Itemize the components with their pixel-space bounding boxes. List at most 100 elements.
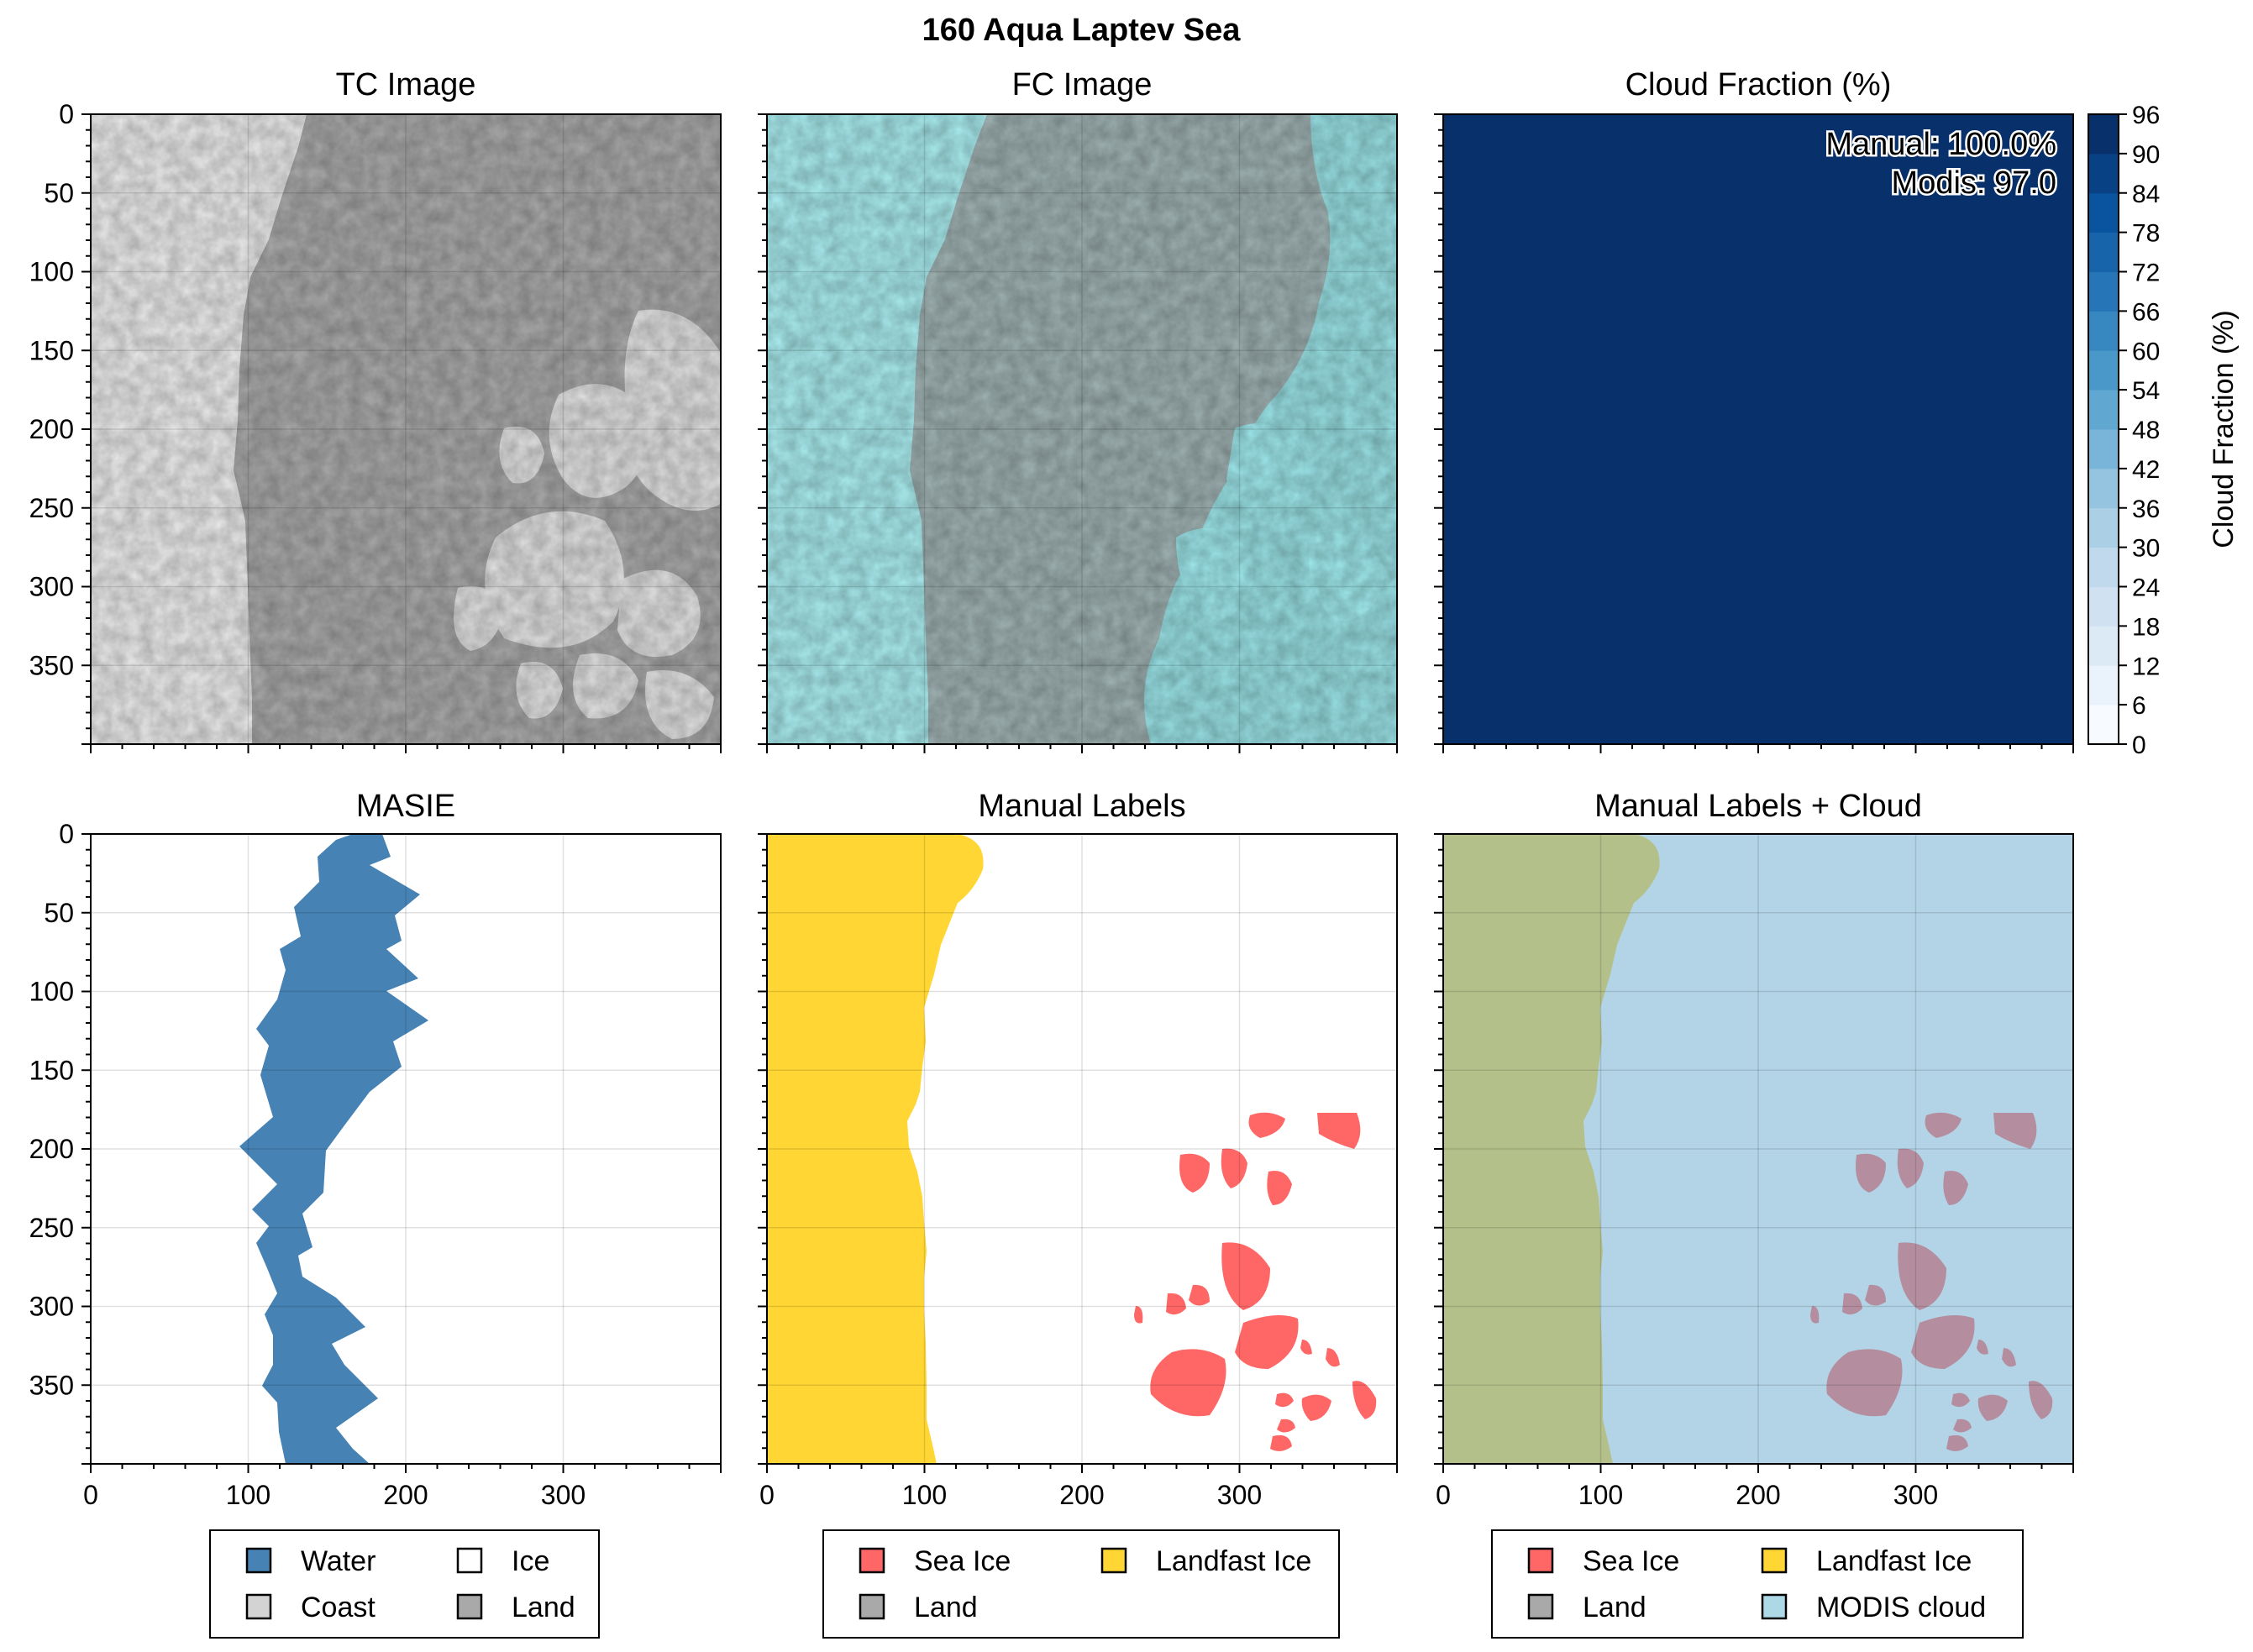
tc-image-panel xyxy=(91,114,721,744)
legend-label: Landfast Ice xyxy=(1816,1545,1972,1577)
y-tick-label: 200 xyxy=(29,414,74,444)
legend-swatch xyxy=(456,1547,483,1574)
colorbar-tick-label: 54 xyxy=(2132,377,2160,405)
colorbar-tick-label: 78 xyxy=(2132,220,2160,248)
colorbar-segment xyxy=(2088,114,2119,155)
y-tick-label: 150 xyxy=(29,1055,74,1085)
cloud-fraction-title: Cloud Fraction (%) xyxy=(1625,67,1892,102)
cloud-annotation-modis: Modis: 97.0 xyxy=(1892,165,2056,201)
fc-axes xyxy=(758,113,1398,753)
colorbar-tick-label: 12 xyxy=(2132,653,2160,680)
colorbar-tick-label: 0 xyxy=(2132,732,2146,759)
x-tick-label: 0 xyxy=(1436,1480,1451,1510)
legend-frame xyxy=(822,1529,1340,1639)
y-tick-label: 250 xyxy=(29,1213,74,1243)
legend-label: MODIS cloud xyxy=(1816,1592,1986,1623)
legend-swatch xyxy=(1761,1593,1788,1620)
legend-swatch xyxy=(1761,1547,1788,1574)
legend-label: Sea Ice xyxy=(914,1545,1011,1577)
y-tick-label: 0 xyxy=(59,99,74,129)
manual-axes: 0 100 200 300 xyxy=(758,833,1398,1510)
x-tick-label: 200 xyxy=(1736,1480,1780,1510)
x-tick-label: 300 xyxy=(1893,1480,1938,1510)
colorbar-tick-label: 36 xyxy=(2132,496,2160,523)
legend-label: Coast xyxy=(301,1592,376,1623)
y-tick-label: 50 xyxy=(44,898,74,928)
cloud-fraction-field xyxy=(1443,114,2073,744)
colorbar-tick-label: 90 xyxy=(2132,141,2160,169)
manual-labels-title: Manual Labels xyxy=(978,789,1185,824)
colorbar-segment xyxy=(2088,311,2119,351)
legend-frame xyxy=(1491,1529,2024,1639)
colorbar-segment xyxy=(2088,153,2119,194)
colorbar-tick-label: 60 xyxy=(2132,338,2160,365)
y-tick-label: 300 xyxy=(29,1292,74,1322)
colorbar-tick-label: 72 xyxy=(2132,260,2160,287)
colorbar-tick-label: 18 xyxy=(2132,613,2160,641)
colorbar-tick-label: 84 xyxy=(2132,181,2160,208)
x-tick-label: 200 xyxy=(1059,1480,1104,1510)
x-tick-label: 300 xyxy=(1217,1480,1262,1510)
colorbar-segment xyxy=(2088,429,2119,469)
colorbar-segment xyxy=(2088,271,2119,312)
legend-swatch xyxy=(456,1593,483,1620)
colorbar-segment xyxy=(2088,350,2119,391)
x-tick-label: 100 xyxy=(902,1480,947,1510)
colorbar-segment xyxy=(2088,705,2119,745)
colorbar-segment xyxy=(2088,665,2119,705)
x-tick-label: 300 xyxy=(541,1480,586,1510)
legend-label: Land xyxy=(914,1592,978,1623)
manual-labels-cloud-title: Manual Labels + Cloud xyxy=(1594,789,1922,824)
masie-water xyxy=(239,834,428,1464)
colorbar-segment xyxy=(2088,626,2119,666)
x-tick-label: 100 xyxy=(226,1480,270,1510)
cloud-annotation-manual: Manual: 100.0% xyxy=(1825,127,2056,162)
y-tick-label: 100 xyxy=(29,257,74,287)
legend-swatch xyxy=(1527,1593,1554,1620)
manual-labels-panel xyxy=(767,834,1397,1464)
x-tick-label: 0 xyxy=(83,1480,98,1510)
tc-axes: 0 50 100 150 200 250 300 350 xyxy=(29,99,722,753)
colorbar-segment xyxy=(2088,192,2119,233)
colorbar-segment xyxy=(2088,468,2119,509)
y-tick-label: 100 xyxy=(29,977,74,1007)
figure-title: 160 Aqua Laptev Sea xyxy=(922,13,1242,48)
colorbar-segment xyxy=(2088,390,2119,430)
legend-swatch xyxy=(859,1547,885,1574)
y-tick-label: 200 xyxy=(29,1134,74,1164)
cloud-fraction-colorbar: 0 6 12 18 24 30 36 42 48 54 60 66 72 78 84 90 96 xyxy=(2088,102,2160,759)
legend-label: Ice xyxy=(512,1545,549,1577)
legend-swatch xyxy=(1100,1547,1127,1574)
legend-label: Land xyxy=(1583,1592,1646,1623)
legend-frame xyxy=(209,1529,600,1639)
colorbar-tick-label: 42 xyxy=(2132,456,2160,484)
colorbar-tick-label: 48 xyxy=(2132,417,2160,444)
cloud-axes xyxy=(1434,113,2074,753)
colorbar-segment xyxy=(2088,586,2119,627)
colorbar-segment xyxy=(2088,547,2119,587)
manual-cloud-axes: 0 100 200 300 xyxy=(1434,833,2074,1510)
colorbar-tick-label: 30 xyxy=(2132,535,2160,563)
y-tick-label: 250 xyxy=(29,493,74,523)
legend-label: Land xyxy=(512,1592,575,1623)
masie-title: MASIE xyxy=(356,789,455,824)
colorbar-segment xyxy=(2088,507,2119,548)
colorbar-label: Cloud Fraction (%) xyxy=(2208,310,2240,548)
y-tick-label: 350 xyxy=(29,1370,74,1400)
x-tick-label: 100 xyxy=(1578,1480,1623,1510)
y-tick-label: 0 xyxy=(59,819,74,849)
cloud-sea-ice-floes xyxy=(1810,1112,2053,1451)
x-tick-label: 200 xyxy=(383,1480,428,1510)
legend-label: Water xyxy=(301,1545,376,1577)
colorbar-tick-label: 66 xyxy=(2132,298,2160,326)
y-tick-label: 350 xyxy=(29,650,74,680)
legend-swatch xyxy=(1527,1547,1554,1574)
manual-sea-ice-floes xyxy=(1134,1112,1377,1451)
masie-panel xyxy=(91,834,721,1464)
fc-image-panel xyxy=(767,114,1397,744)
legend-label: Landfast Ice xyxy=(1156,1545,1311,1577)
cloud-landfast-ice xyxy=(1443,834,1660,1464)
manual-labels-cloud-legend: Sea Ice Landfast Ice Land MODIS cloud xyxy=(1491,1529,2024,1639)
y-tick-label: 300 xyxy=(29,572,74,602)
